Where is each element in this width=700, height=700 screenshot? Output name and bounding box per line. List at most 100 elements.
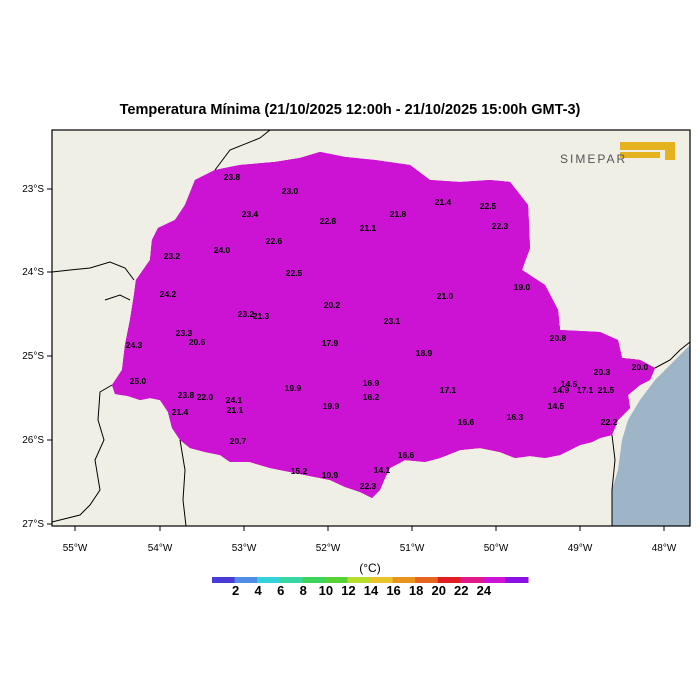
y-tick-label: 25°S	[22, 351, 44, 362]
colorbar	[212, 577, 529, 583]
y-tick-label: 23°S	[22, 184, 44, 195]
station-value: 16.2	[363, 392, 380, 402]
station-value: 20.2	[324, 300, 341, 310]
colorbar-segment	[324, 577, 348, 583]
colorbar-segment	[437, 577, 461, 583]
page-title: Temperatura Mínima (21/10/2025 12:00h - …	[119, 102, 581, 118]
colorbar-label: 18	[409, 583, 423, 598]
logo-text: SIMEPAR	[560, 152, 627, 166]
station-value: 17.9	[322, 338, 339, 348]
colorbar-segment	[234, 577, 258, 583]
y-tick-label: 24°S	[22, 267, 44, 278]
ocean-area	[612, 345, 690, 526]
x-tick-label: 48°W	[652, 543, 677, 554]
station-value: 22.5	[286, 268, 303, 278]
station-value: 14.5	[548, 401, 565, 411]
colorbar-segment	[415, 577, 439, 583]
colorbar-segment	[347, 577, 371, 583]
station-value: 17.1	[577, 385, 594, 395]
neighbor-borders	[51, 129, 691, 527]
station-value: 22.0	[197, 392, 214, 402]
station-value: 24.0	[214, 245, 231, 255]
station-value: 23.0	[282, 186, 299, 196]
station-value: 21.4	[435, 197, 452, 207]
colorbar-label: 24	[477, 583, 492, 598]
colorbar-unit: (°C)	[359, 561, 380, 575]
station-value: 23.2	[164, 251, 181, 261]
colorbar-label: 2	[232, 583, 239, 598]
colorbar-label: 22	[454, 583, 468, 598]
station-value: 23.8	[178, 390, 195, 400]
station-value: 19.9	[323, 401, 340, 411]
station-value: 20.6	[189, 337, 206, 347]
station-value: 22.6	[266, 236, 283, 246]
station-value: 19.9	[285, 383, 302, 393]
colorbar-label: 4	[255, 583, 263, 598]
station-value: 23.4	[242, 209, 259, 219]
station-values: 23.8 23.0 23.4 22.8 21.8 21.1 21.4 22.5 22.3 24.0…	[126, 172, 649, 491]
station-value: 15.2	[291, 466, 308, 476]
station-value: 21.4	[172, 407, 189, 417]
station-value: 21.8	[390, 209, 407, 219]
station-value: 24.2	[160, 289, 177, 299]
station-value: 21.3	[253, 311, 270, 321]
colorbar-label: 6	[277, 583, 284, 598]
colorbar-segment	[392, 577, 416, 583]
station-value: 21.5	[598, 385, 615, 395]
simepar-logo: SIMEPAR	[560, 142, 675, 166]
station-value: 14.9	[553, 385, 570, 395]
x-tick-label: 55°W	[63, 543, 88, 554]
colorbar-segment	[505, 577, 529, 583]
station-value: 16.3	[507, 412, 524, 422]
x-tick-label: 50°W	[484, 543, 509, 554]
x-tick-label: 54°W	[148, 543, 173, 554]
station-value: 21.1	[360, 223, 377, 233]
station-value: 23.2	[238, 309, 255, 319]
colorbar-segment	[279, 577, 303, 583]
colorbar-label: 8	[300, 583, 307, 598]
station-value: 22.8	[320, 216, 337, 226]
station-value: 16.9	[363, 378, 380, 388]
station-value: 23.8	[224, 172, 241, 182]
station-value: 17.1	[440, 385, 457, 395]
station-value: 20.7	[230, 436, 247, 446]
station-value: 16.6	[458, 417, 475, 427]
colorbar-segment	[302, 577, 326, 583]
y-tick-label: 27°S	[22, 519, 44, 530]
station-value: 22.5	[480, 201, 497, 211]
station-value: 16.6	[398, 450, 415, 460]
x-tick-label: 51°W	[400, 543, 425, 554]
colorbar-label: 10	[319, 583, 333, 598]
station-value: 14.1	[374, 465, 391, 475]
x-tick-label: 53°W	[232, 543, 257, 554]
x-tick-label: 49°W	[568, 543, 593, 554]
y-axis: 23°S 24°S 25°S 26°S 27°S	[22, 184, 52, 530]
station-value: 14.5	[561, 379, 578, 389]
station-value: 20.0	[632, 362, 649, 372]
colorbar-segment	[370, 577, 394, 583]
station-value: 22.3	[492, 221, 509, 231]
station-value: 20.3	[594, 367, 611, 377]
y-tick-label: 26°S	[22, 435, 44, 446]
colorbar-label: 12	[341, 583, 355, 598]
colorbar-labels: 2 4 6 8 10 12 14 16 18 20 22 24	[232, 583, 492, 598]
colorbar-segment	[212, 577, 236, 583]
station-value: 10.9	[322, 470, 339, 480]
station-value: 21.0	[437, 291, 454, 301]
station-value: 24.1	[226, 395, 243, 405]
colorbar-segment	[257, 577, 281, 583]
station-value: 19.0	[514, 282, 531, 292]
map-frame	[51, 129, 691, 527]
x-axis: 55°W 54°W 53°W 52°W 51°W 50°W 49°W 48°W	[63, 526, 677, 554]
station-value: 23.3	[176, 328, 193, 338]
station-value: 18.9	[416, 348, 433, 358]
colorbar-label: 16	[386, 583, 400, 598]
station-value: 25.0	[130, 376, 147, 386]
station-value: 23.1	[384, 316, 401, 326]
colorbar-segment	[482, 577, 506, 583]
station-value: 21.1	[227, 405, 244, 415]
station-value: 22.3	[360, 481, 377, 491]
x-tick-label: 52°W	[316, 543, 341, 554]
station-value: 24.3	[126, 340, 143, 350]
